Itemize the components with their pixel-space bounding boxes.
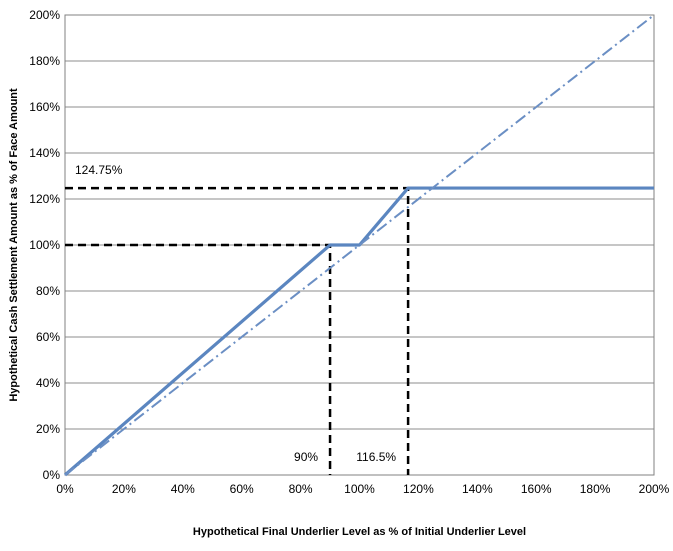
x-tick-label: 40% — [171, 482, 195, 496]
x-tick-label: 100% — [344, 482, 375, 496]
reference-diagonal-line — [64, 14, 655, 476]
x-tick-label: 180% — [580, 482, 611, 496]
x-tick-label: 80% — [289, 482, 313, 496]
x-tick-label: 140% — [462, 482, 493, 496]
x-tick-labels: 0% 20% 40% 60% 80% 100% 120% 140% 160% 180% 200% — [56, 482, 669, 496]
annotation-label: 124.75% — [75, 163, 123, 177]
x-tick-label: 20% — [112, 482, 136, 496]
annotation-label: 90% — [294, 450, 318, 464]
y-tick-label: 100% — [29, 238, 60, 252]
x-tick-label: 200% — [639, 482, 670, 496]
x-tick-label: 0% — [56, 482, 74, 496]
y-tick-label: 200% — [29, 8, 60, 22]
x-axis-title: Hypothetical Final Underlier Level as % … — [193, 526, 526, 538]
y-tick-label: 60% — [36, 330, 60, 344]
y-tick-label: 20% — [36, 422, 60, 436]
y-axis-title: Hypothetical Cash Settlement Amount as %… — [8, 88, 20, 402]
annotations: 124.75% 90% 116.5% — [75, 163, 396, 464]
x-tick-label: 120% — [403, 482, 434, 496]
y-tick-label: 160% — [29, 100, 60, 114]
x-tick-label: 60% — [230, 482, 254, 496]
y-tick-label: 40% — [36, 376, 60, 390]
payout-line — [63, 186, 654, 477]
y-tick-label: 0% — [43, 468, 61, 482]
y-tick-label: 140% — [29, 146, 60, 160]
y-tick-label: 180% — [29, 54, 60, 68]
y-tick-labels: 0% 20% 40% 60% 80% 100% 120% 140% 160% 180% 200% — [29, 8, 60, 482]
y-tick-label: 80% — [36, 284, 60, 298]
series-lines — [63, 14, 655, 477]
y-tick-label: 120% — [29, 192, 60, 206]
x-tick-label: 160% — [521, 482, 552, 496]
annotation-label: 116.5% — [356, 450, 396, 464]
